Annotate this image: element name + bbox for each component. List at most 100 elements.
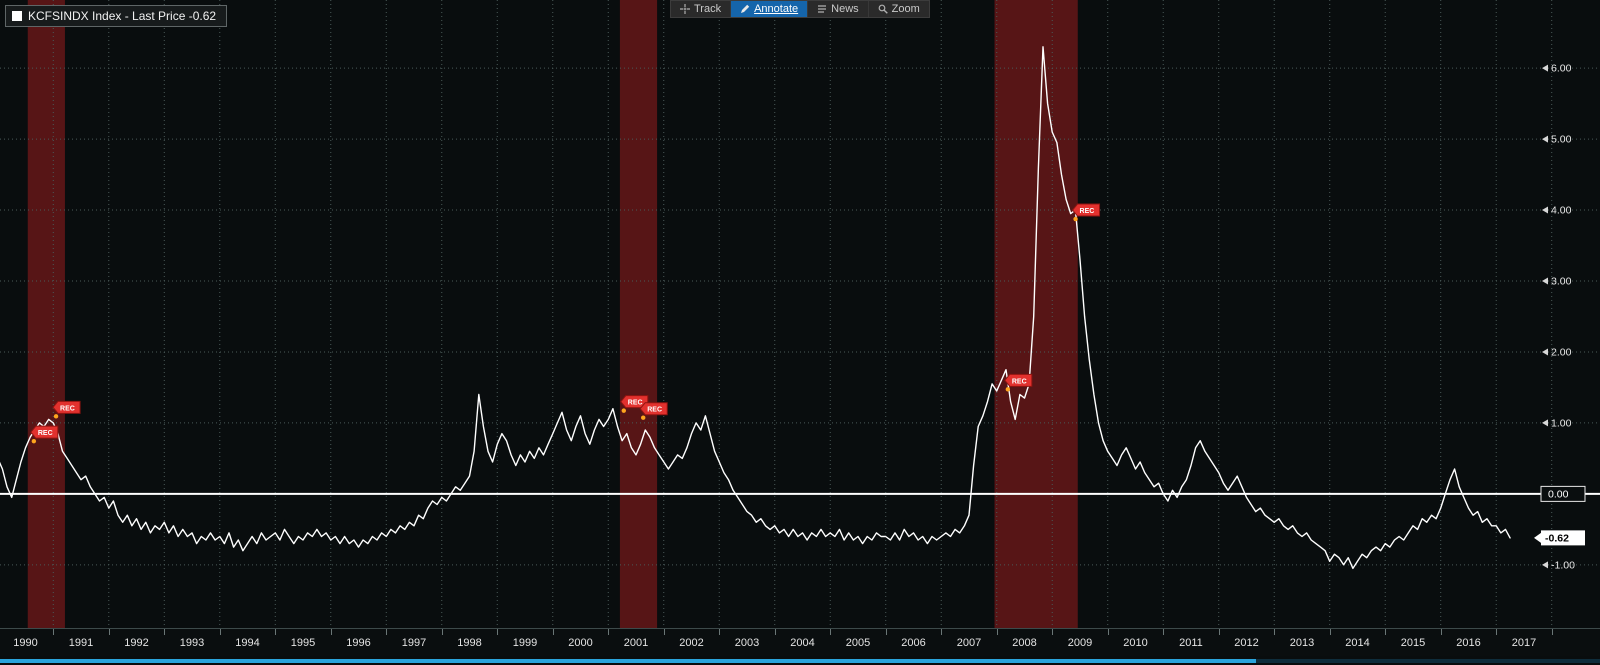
x-axis-tick [941,629,943,635]
rec-flag[interactable]: REC [639,402,668,416]
price-line [0,46,1511,570]
rec-flag[interactable]: REC [30,425,59,439]
rec-flag-label: REC [647,407,662,414]
rec-flag-label: REC [38,430,53,437]
x-axis-year-label: 1995 [290,637,316,649]
last-price-label-box [1541,530,1585,546]
x-axis-year-label: 1990 [13,637,38,649]
x-axis-tick [1052,629,1054,635]
y-axis-tick-arrow-icon [1542,348,1548,356]
x-axis-year-label: 2017 [1511,637,1537,649]
x-axis-year-label: 1991 [68,637,94,649]
y-axis-tick-arrow-icon [1542,277,1548,285]
y-axis-tick-label: 3.00 [1551,276,1572,288]
x-axis-year-label: 2013 [1289,637,1315,649]
x-axis-year-label: 1997 [401,637,427,649]
x-axis-tick [441,629,443,635]
x-axis-year-label: 1998 [457,637,482,649]
rec-flag-label: REC [628,400,643,407]
x-axis-tick [219,629,221,635]
y-axis-tick-label: 4.00 [1551,205,1572,217]
x-axis-year-label: 2006 [901,637,926,649]
y-axis-tick-label: 6.00 [1551,63,1572,75]
x-axis-tick [1496,629,1498,635]
recession-band [994,0,1078,628]
zero-axis-label-box [1540,485,1586,502]
y-axis-tick-arrow-icon [1542,206,1548,214]
chart-toolbar: Track Annotate News Zoom [670,0,930,18]
rec-flag[interactable]: REC [1004,373,1033,387]
x-axis-year-label: 2011 [1179,637,1203,649]
rec-flag[interactable]: REC [52,400,81,414]
horizontal-scrollbar-thumb[interactable] [0,659,1256,663]
rec-flag-shape [620,395,649,409]
annotate-button[interactable]: Annotate [731,1,809,17]
x-axis-year-label: 2014 [1345,637,1370,649]
news-lines-icon [817,4,827,14]
rec-flag-label: REC [1012,378,1027,385]
flag-anchor-dot [1073,216,1078,222]
y-axis-tick-arrow-icon [1542,64,1548,72]
flag-anchor-dot [621,408,626,413]
x-axis-year-label: 2010 [1123,637,1148,649]
x-axis-year-label: 1996 [346,637,371,649]
x-axis-tick [497,629,499,635]
x-axis-tick [330,629,332,635]
track-crosshair-icon [680,4,690,14]
x-axis-year-label: 1999 [512,637,538,649]
y-axis-tick-label: -1.00 [1551,559,1575,571]
x-axis-tick [275,629,277,635]
x-axis-tick [719,629,721,635]
horizontal-scrollbar-track[interactable] [0,659,1600,663]
recession-band [619,0,658,628]
x-axis-year-label: 2016 [1456,637,1481,649]
y-axis-tick-label: 0.00 [1548,488,1569,500]
x-axis-tick [830,629,832,635]
rec-flag[interactable]: REC [620,395,649,409]
y-axis-tick-arrow-icon [1542,419,1548,427]
recession-band [27,0,65,628]
flag-anchor-dot [53,414,59,419]
rec-flag-label: REC [1080,208,1095,215]
rec-flag-shape [639,402,668,416]
x-axis-tick [663,629,665,635]
news-button-label: News [831,3,859,15]
zoom-button-label: Zoom [891,3,920,15]
news-button[interactable]: News [808,1,869,17]
x-axis-year-label: 2002 [679,637,704,649]
x-axis-year-label: 2015 [1400,637,1426,649]
rec-flag[interactable]: REC [1071,203,1101,217]
annotate-pencil-icon [740,4,750,14]
y-axis-tick-label: 2.00 [1551,346,1572,358]
x-axis-tick [386,629,388,635]
track-button-label: Track [694,3,722,15]
chart-plot-area[interactable]: REC REC REC REC REC REC 6.00 5.00 4.00 3.00 2.00 1.… [0,0,1600,628]
x-axis-year-label: 1994 [235,637,260,649]
x-axis-year-label: 1993 [179,637,205,649]
x-axis-year-label: 2001 [623,637,649,649]
series-legend-label: KCFSINDX Index - Last Price -0.62 [28,9,217,23]
x-axis-tick [1107,629,1109,635]
flag-anchor-dot [1005,387,1011,392]
y-axis-tick-arrow-icon [1542,561,1548,569]
x-axis-year-label: 1992 [124,637,149,649]
y-axis-tick-arrow-icon [1542,135,1548,143]
rec-flag-shape [1071,203,1101,217]
rec-flag-shape [30,425,59,439]
x-axis-year-label: 2004 [790,637,815,649]
x-axis-tick [53,629,55,635]
zoom-magnifier-icon [878,4,888,14]
x-axis-tick [108,629,110,635]
rec-flag-label: REC [60,405,75,412]
x-axis-date-strip: 1990 1991 1992 1993 1994 1995 1996 1997 1998 1999… [0,628,1600,656]
last-price-label: -0.62 [1545,532,1569,544]
x-axis-tick [1329,629,1331,635]
x-axis-tick [608,629,610,635]
chart-canvas: REC REC REC REC REC REC 6.00 5.00 4.00 3.00 2.00 1.… [0,0,1600,628]
x-axis-tick [996,629,998,635]
flag-anchor-dot [31,438,37,444]
track-button[interactable]: Track [671,1,732,17]
zoom-button[interactable]: Zoom [869,1,929,17]
series-legend[interactable]: KCFSINDX Index - Last Price -0.62 [5,5,228,27]
last-price-arrow-icon [1534,532,1541,543]
